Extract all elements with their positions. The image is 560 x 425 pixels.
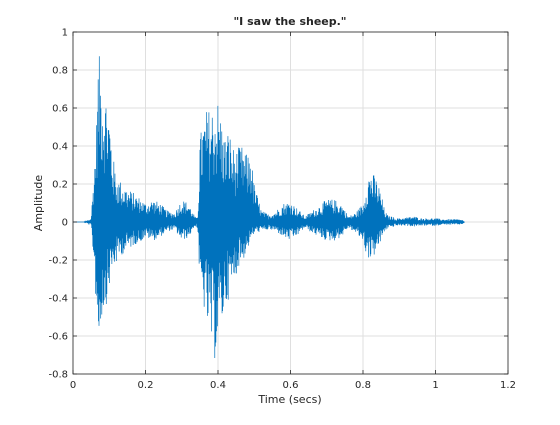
y-tick-label: -0.6 <box>48 332 68 343</box>
tick-layer: 0 0.2 0.4 0.6 0.8 1 1.2 -0.8 -0.6 -0.4 -0.2 0 0.2 0.4… <box>48 28 515 392</box>
series-layer <box>73 56 465 358</box>
y-tick-label: 1 <box>62 28 68 39</box>
x-tick-label: 0.6 <box>283 380 299 391</box>
y-axis-label: Amplitude <box>32 175 45 232</box>
y-tick-label: 0.4 <box>52 142 68 153</box>
chart-title: "I saw the sheep." <box>233 15 346 28</box>
y-tick-label: 0 <box>62 218 68 229</box>
x-tick-label: 0.8 <box>355 380 371 391</box>
x-tick-label: 1.2 <box>500 380 516 391</box>
x-tick-label: 1 <box>432 380 438 391</box>
x-tick-label: 0.2 <box>138 380 154 391</box>
y-tick-label: 0.2 <box>52 180 68 191</box>
x-tick-label: 0 <box>70 380 76 391</box>
y-tick-label: -0.4 <box>48 294 68 305</box>
y-tick-label: 0.8 <box>52 66 68 77</box>
waveform-series-line <box>73 56 465 358</box>
x-axis-label: Time (secs) <box>257 393 321 406</box>
x-tick-label: 0.4 <box>210 380 226 391</box>
y-tick-label: 0.6 <box>52 104 68 115</box>
y-tick-label: -0.2 <box>48 256 68 267</box>
y-tick-label: -0.8 <box>48 370 68 381</box>
